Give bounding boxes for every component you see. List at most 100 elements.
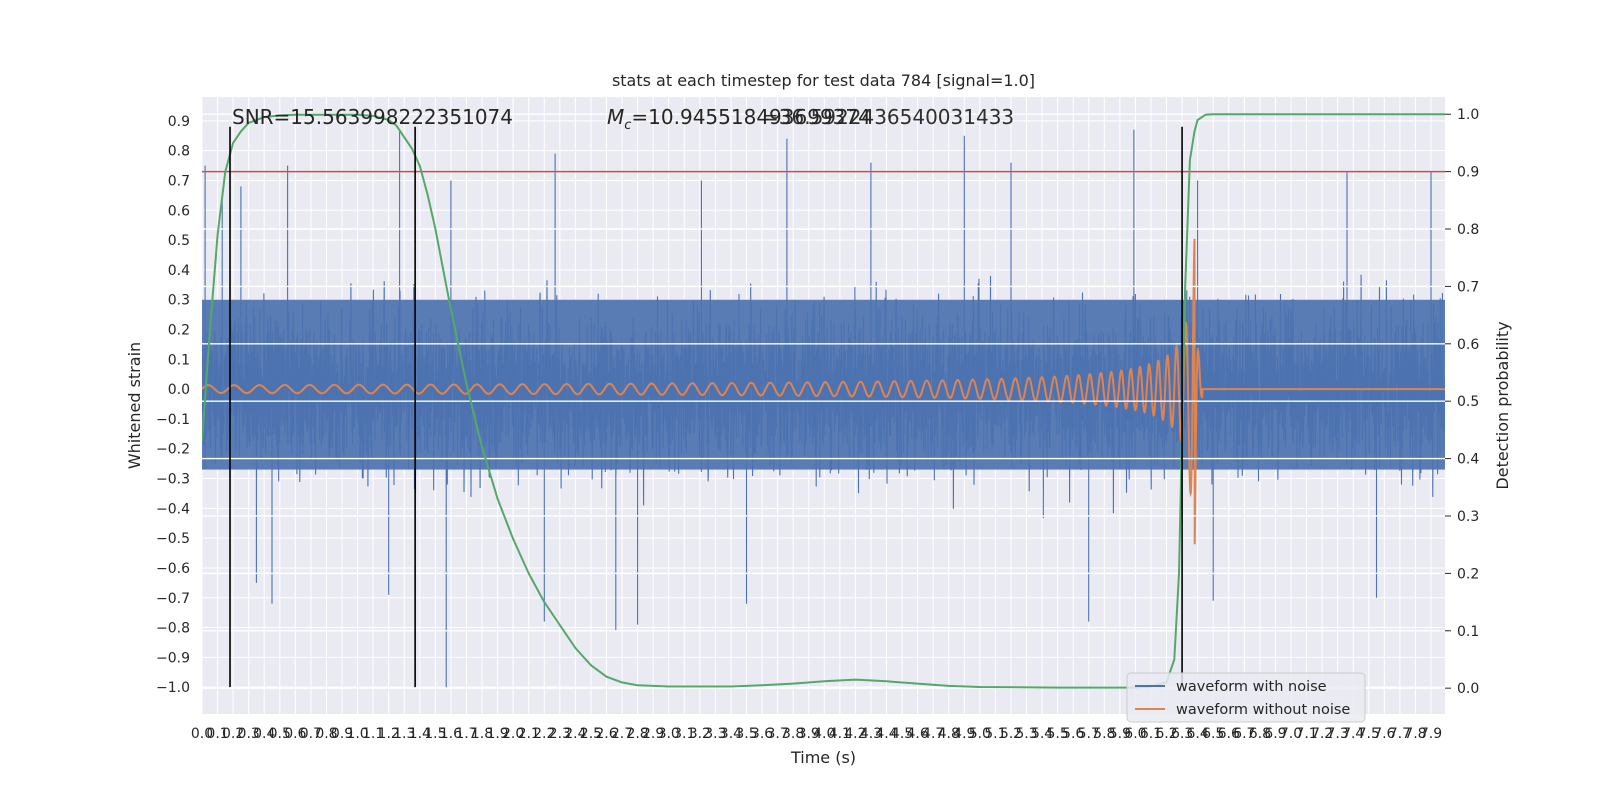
x-tick-label: 5.5	[1046, 726, 1068, 742]
x-tick-label: 2.9	[642, 726, 664, 742]
y-tick-label: 0.0	[168, 382, 190, 398]
y2-tick-label: 0.4	[1457, 452, 1479, 468]
y-tick-label: −0.4	[156, 501, 190, 517]
chart-title: stats at each timestep for test data 784…	[612, 71, 1035, 90]
y-tick-label: −0.8	[156, 621, 190, 637]
x-tick-label: 6.2	[1155, 726, 1177, 742]
x-tick-label: 1.7	[455, 726, 477, 742]
x-tick-label: 2.4	[564, 726, 586, 742]
x-tick-label: 0.3	[238, 726, 260, 742]
y2-tick-label: 0.6	[1457, 337, 1479, 353]
x-tick-label: 4.1	[829, 726, 851, 742]
x-tick-label: 7.2	[1311, 726, 1333, 742]
y2-tick-label: 1.0	[1457, 107, 1479, 123]
x-tick-label: 5.2	[1000, 726, 1022, 742]
x-tick-label: 4.3	[860, 726, 882, 742]
x-tick-label: 0.7	[300, 726, 322, 742]
x-tick-label: 3.3	[704, 726, 726, 742]
y-tick-label: 0.3	[168, 293, 190, 309]
legend-box	[1126, 672, 1366, 723]
x-tick-label: 7.1	[1295, 726, 1317, 742]
clean-waveform-line	[202, 238, 1445, 545]
x-tick-label: 0.1	[206, 726, 228, 742]
x-tick-label: 5.1	[984, 726, 1006, 742]
y-tick-label: −0.9	[156, 650, 190, 666]
x-tick-label: 3.6	[751, 726, 773, 742]
y-tick-label: −0.2	[156, 442, 190, 458]
x-tick-label: 0.6	[284, 726, 306, 742]
y-tick-label: 0.4	[168, 263, 190, 279]
x-tick-label: 3.0	[658, 726, 680, 742]
y-tick-label: 0.9	[168, 114, 190, 130]
x-tick-label: 0.8	[315, 726, 337, 742]
x-tick-label: 4.0	[813, 726, 835, 742]
x-tick-label: 7.6	[1373, 726, 1395, 742]
x-tick-label: 6.8	[1249, 726, 1271, 742]
y-tick-label: 0.2	[168, 322, 190, 338]
x-tick-label: 3.4	[720, 726, 742, 742]
x-tick-label: 0.2	[222, 726, 244, 742]
x-tick-label: 0.0	[191, 726, 213, 742]
x-tick-label: 6.7	[1233, 726, 1255, 742]
x-tick-label: 2.2	[533, 726, 555, 742]
x-tick-label: 4.6	[906, 726, 928, 742]
x-tick-label: 7.4	[1342, 726, 1364, 742]
mc-value: =10.945518493699374	[631, 105, 870, 129]
x-tick-label: 1.5	[424, 726, 446, 742]
x-tick-label: 7.7	[1389, 726, 1411, 742]
x-tick-label: 3.8	[782, 726, 804, 742]
x-tick-label: 6.6	[1218, 726, 1240, 742]
x-tick-label: 3.7	[766, 726, 788, 742]
x-tick-label: 6.3	[1171, 726, 1193, 742]
x-tick-label: 2.7	[611, 726, 633, 742]
x-tick-label: 4.2	[844, 726, 866, 742]
x-tick-label: 1.1	[362, 726, 384, 742]
mc-subscript: c	[624, 118, 631, 133]
detection-probability-line	[202, 113, 1445, 689]
y-tick-label: 0.8	[168, 144, 190, 160]
x-tick-label: 6.1	[1140, 726, 1162, 742]
x-tick-label: 5.8	[1093, 726, 1115, 742]
y2-tick-label: 0.7	[1457, 279, 1479, 295]
x-tick-label: 7.0	[1280, 726, 1302, 742]
x-tick-label: 6.0	[1124, 726, 1146, 742]
x-tick-label: 2.6	[595, 726, 617, 742]
x-tick-label: 4.4	[875, 726, 897, 742]
x-tick-label: 5.9	[1109, 726, 1131, 742]
y-tick-label: 0.6	[168, 203, 190, 219]
y2-tick-label: 0.0	[1457, 681, 1479, 697]
x-tick-label: 1.0	[346, 726, 368, 742]
y-tick-label: −0.5	[156, 531, 190, 547]
x-tick-label: 7.3	[1327, 726, 1349, 742]
x-tick-label: 7.5	[1358, 726, 1380, 742]
x-tick-label: 1.4	[409, 726, 431, 742]
y-tick-label: 0.5	[168, 233, 190, 249]
x-tick-label: 3.9	[798, 726, 820, 742]
y-tick-label: 0.7	[168, 173, 190, 189]
x-tick-label: 6.9	[1264, 726, 1286, 742]
x-tick-label: 2.8	[626, 726, 648, 742]
x-tick-label: 2.3	[549, 726, 571, 742]
x-tick-label: 3.5	[735, 726, 757, 742]
x-tick-label: 7.9	[1420, 726, 1442, 742]
y-tick-label: −0.3	[156, 472, 190, 488]
y-tick-label: −0.7	[156, 591, 190, 607]
x-tick-label: 1.8	[471, 726, 493, 742]
mc-symbol: M	[607, 105, 624, 129]
y2-tick-label: 0.5	[1457, 394, 1479, 410]
x-tick-label: 1.3	[393, 726, 415, 742]
x-tick-label: 4.9	[953, 726, 975, 742]
x-tick-label: 4.5	[891, 726, 913, 742]
x-tick-label: 0.4	[253, 726, 275, 742]
y2-tick-label: 0.1	[1457, 624, 1479, 640]
x-tick-label: 7.8	[1404, 726, 1426, 742]
legend-label-noise: waveform with noise	[1176, 679, 1327, 695]
x-axis-label: Time (s)	[790, 748, 856, 767]
ticks-layer: 0.00.10.20.30.40.50.60.70.80.91.01.11.21…	[156, 107, 1479, 742]
x-tick-label: 1.9	[486, 726, 508, 742]
x-tick-label: 2.1	[518, 726, 540, 742]
x-tick-label: 5.6	[1062, 726, 1084, 742]
x-tick-label: 4.7	[922, 726, 944, 742]
x-tick-label: 0.5	[269, 726, 291, 742]
